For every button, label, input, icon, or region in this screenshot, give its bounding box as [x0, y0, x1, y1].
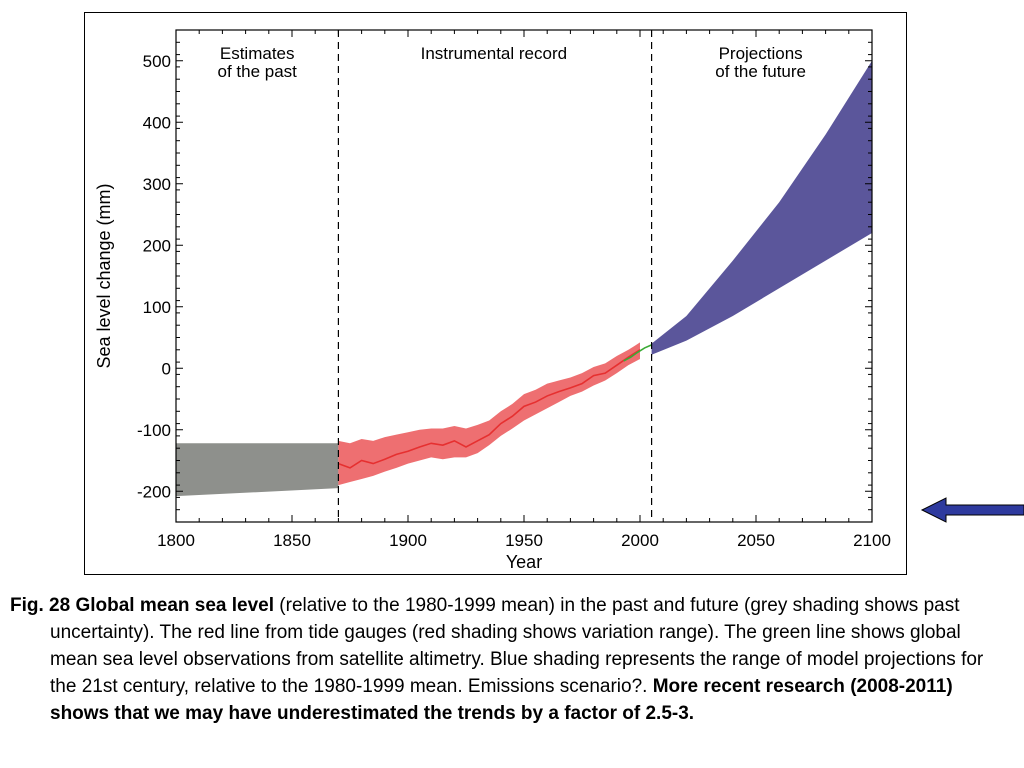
period-label-2: Projections	[719, 44, 803, 63]
x-tick-label-1950: 1950	[505, 531, 543, 550]
x-tick-label-2050: 2050	[737, 531, 775, 550]
caption-paragraph: Fig. 28 Global mean sea level (relative …	[10, 592, 1010, 727]
caption-conclusion: More recent research (2008-2011) shows t…	[50, 676, 953, 724]
caption-body: (relative to the 1980-1999 mean) in the …	[50, 595, 984, 697]
figure-frame: 1800 1850 1900 1950 2000 2050 2100 -200 -100 0 100…	[84, 12, 907, 575]
y-tick-label--200: -200	[137, 482, 171, 501]
tide-gauges-line	[338, 349, 641, 469]
period-label-2: of the future	[715, 62, 806, 81]
x-tick-label-2000: 2000	[621, 531, 659, 550]
y-axis-title: Sea level change (mm)	[94, 183, 114, 368]
period-label-1: Instrumental record	[421, 44, 567, 63]
y-tick-label-500: 500	[143, 52, 171, 71]
y-tick-label-200: 200	[143, 236, 171, 255]
y-tick-label-0: 0	[162, 359, 171, 378]
left-arrow-icon	[920, 497, 1024, 523]
model-projections-band	[651, 60, 872, 355]
x-tick-label-1850: 1850	[273, 531, 311, 550]
tide-gauges-band	[338, 342, 640, 486]
x-tick-label-1900: 1900	[389, 531, 427, 550]
satellite-altimetry-line	[623, 344, 652, 362]
y-tick-label-400: 400	[143, 113, 171, 132]
y-tick-label-100: 100	[143, 298, 171, 317]
x-axis-title: Year	[506, 552, 542, 572]
period-label-0: of the past	[218, 62, 298, 81]
x-tick-label-2100: 2100	[853, 531, 891, 550]
period-label-0: Estimates	[220, 44, 295, 63]
sea-level-chart: 1800 1850 1900 1950 2000 2050 2100 -200 -100 0 100…	[94, 29, 891, 572]
estimates-of-the-past-band	[176, 443, 339, 497]
figure-caption: Fig. 28 Global mean sea level (relative …	[10, 592, 1010, 727]
y-tick-label--100: -100	[137, 421, 171, 440]
x-tick-label-1800: 1800	[157, 531, 195, 550]
y-tick-label-300: 300	[143, 175, 171, 194]
caption-title: Fig. 28 Global mean sea level	[10, 595, 275, 616]
